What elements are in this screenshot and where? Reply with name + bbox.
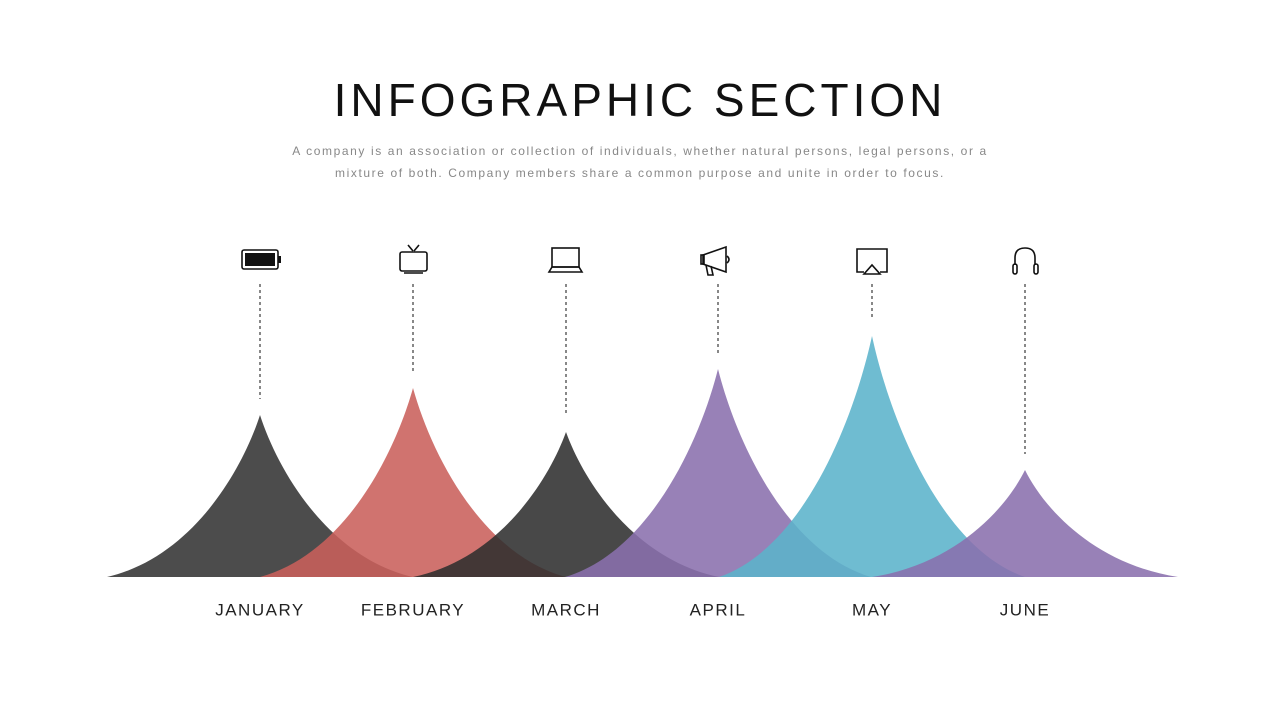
month-label: MAY bbox=[852, 600, 892, 619]
month-label: MARCH bbox=[531, 600, 601, 619]
peak bbox=[719, 336, 1025, 577]
laptop-icon bbox=[547, 247, 584, 273]
title: INFOGRAPHIC SECTION bbox=[334, 74, 947, 126]
battery-icon bbox=[241, 249, 281, 270]
tv-icon bbox=[399, 244, 428, 274]
month-label: JANUARY bbox=[215, 600, 305, 619]
month-label: APRIL bbox=[690, 600, 747, 619]
peaks bbox=[107, 336, 1178, 577]
subtitle-line: mixture of both. Company members share a… bbox=[335, 166, 945, 180]
month-label: JUNE bbox=[1000, 600, 1050, 619]
headphones-icon bbox=[1012, 247, 1039, 275]
megaphone-icon bbox=[700, 245, 730, 276]
month-label: FEBRUARY bbox=[361, 600, 465, 619]
subtitle-line: A company is an association or collectio… bbox=[292, 144, 988, 158]
airplay-icon bbox=[856, 248, 888, 275]
peak bbox=[260, 388, 566, 577]
peak bbox=[872, 470, 1178, 577]
